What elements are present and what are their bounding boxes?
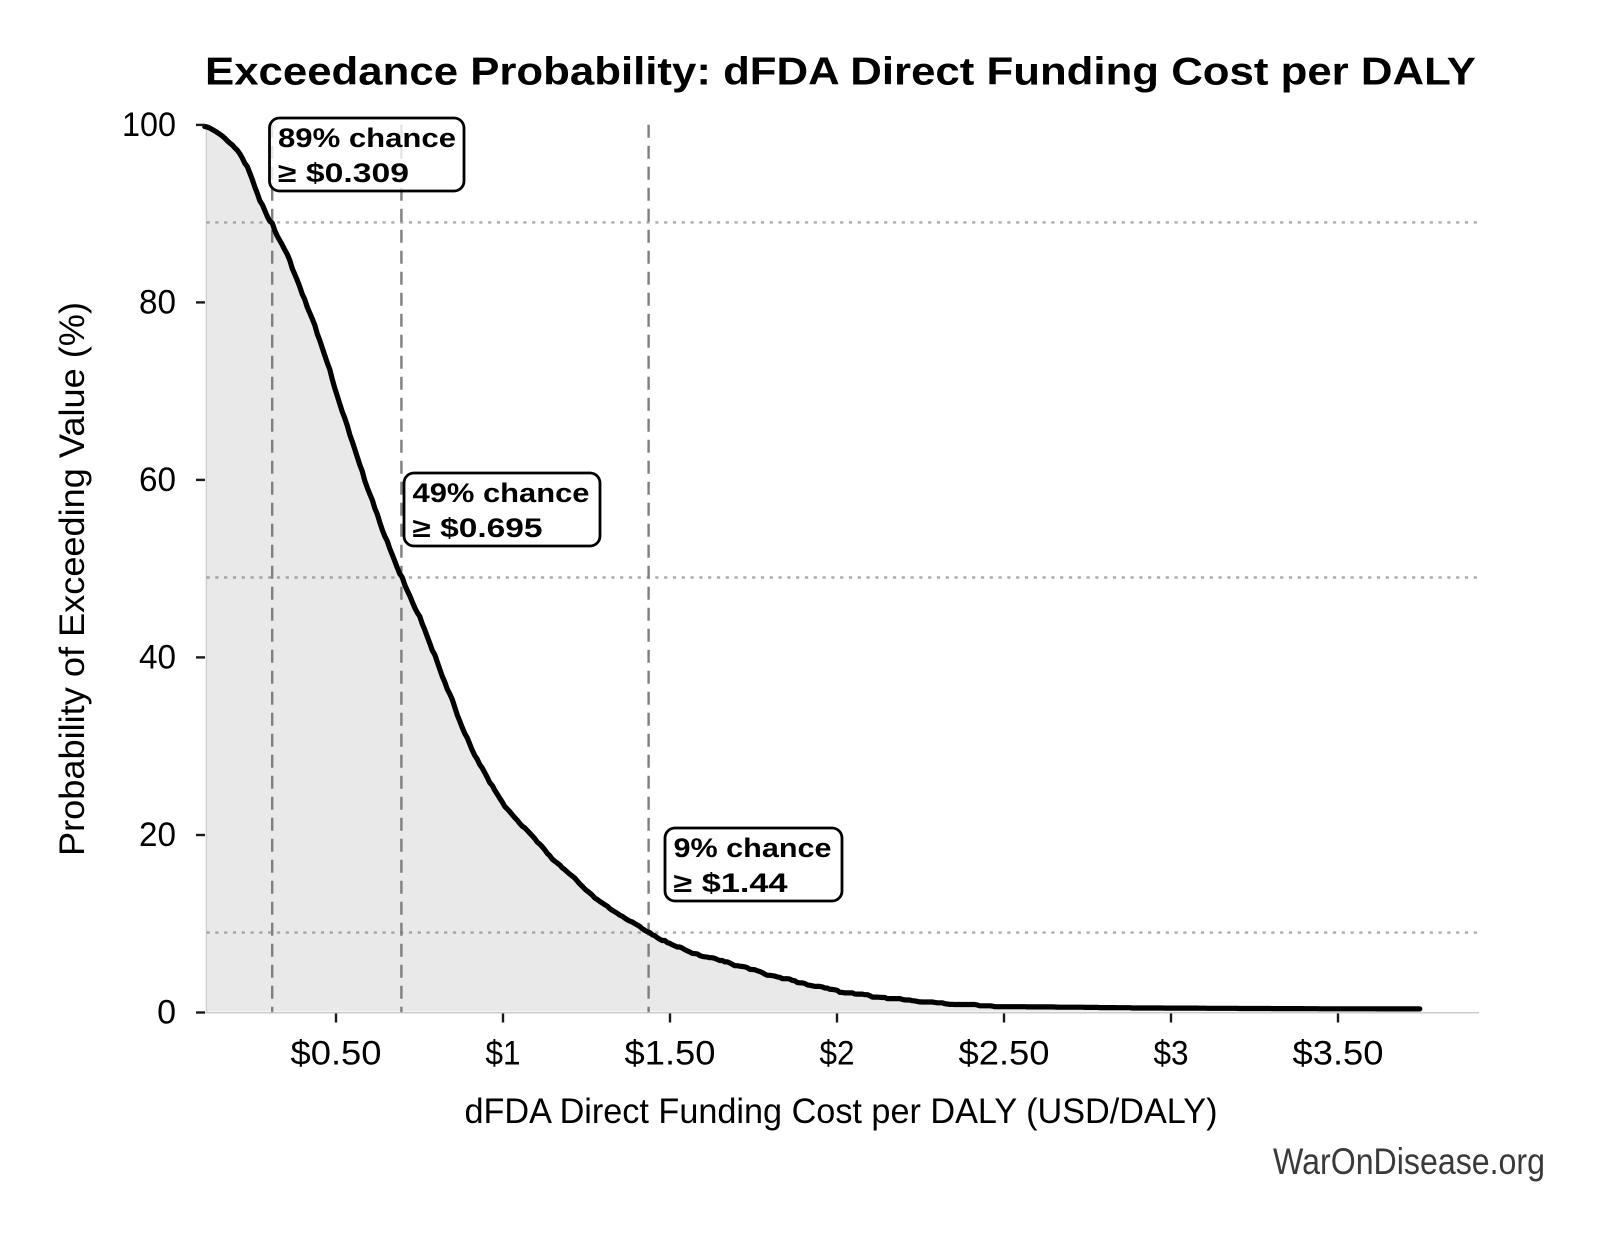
svg-text:9% chance: 9% chance: [674, 833, 832, 863]
svg-text:$1.50: $1.50: [625, 1035, 716, 1073]
svg-text:≥ $0.695: ≥ $0.695: [413, 513, 543, 543]
svg-text:$3: $3: [1154, 1035, 1189, 1073]
svg-text:WarOnDisease.org: WarOnDisease.org: [1273, 1141, 1545, 1182]
svg-text:Exceedance Probability: dFDA D: Exceedance Probability: dFDA Direct Fund…: [205, 51, 1476, 94]
svg-text:$2.50: $2.50: [959, 1035, 1050, 1073]
svg-text:$0.50: $0.50: [291, 1035, 382, 1073]
svg-text:89% chance: 89% chance: [278, 123, 456, 153]
svg-text:80: 80: [139, 283, 176, 321]
svg-text:dFDA Direct Funding Cost per D: dFDA Direct Funding Cost per DALY (USD/D…: [465, 1091, 1218, 1131]
svg-text:100: 100: [122, 106, 176, 144]
svg-text:Probability of Exceeding Value: Probability of Exceeding Value (%): [52, 302, 92, 856]
svg-text:20: 20: [139, 816, 176, 854]
svg-text:$2: $2: [820, 1035, 855, 1073]
svg-text:40: 40: [139, 638, 176, 676]
svg-text:≥ $0.309: ≥ $0.309: [278, 158, 409, 188]
svg-text:$1: $1: [486, 1035, 521, 1073]
svg-text:60: 60: [139, 461, 176, 499]
svg-text:≥ $1.44: ≥ $1.44: [674, 868, 788, 898]
svg-text:$3.50: $3.50: [1293, 1035, 1384, 1073]
svg-text:0: 0: [157, 994, 176, 1032]
svg-text:49% chance: 49% chance: [413, 478, 590, 508]
